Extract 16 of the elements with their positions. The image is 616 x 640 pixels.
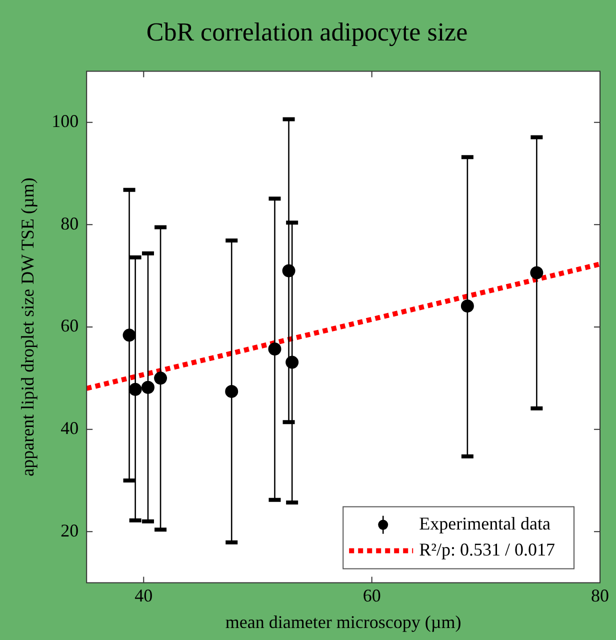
point: [154, 372, 168, 385]
chart-title: CbR correlation adipocyte size: [146, 17, 468, 46]
point: [460, 300, 474, 313]
legend-label: R²/p: 0.531 / 0.017: [419, 540, 555, 560]
x-tick-label: 60: [362, 585, 381, 606]
y-tick-label: 40: [60, 418, 79, 438]
y-tick-label: 60: [60, 316, 79, 336]
y-tick-label: 100: [52, 111, 79, 132]
x-tick-label: 80: [591, 585, 609, 606]
x-tick-label: 40: [134, 585, 153, 606]
y-axis-title: apparent lipid droplet size DW TSE (µm): [18, 178, 38, 476]
point: [141, 380, 154, 394]
legend-label: Experimental data: [419, 514, 551, 534]
y-tick-label: 20: [60, 520, 79, 540]
x-axis-title: mean diameter microscopy (µm): [225, 612, 462, 632]
y-tick-label: 80: [60, 213, 79, 234]
